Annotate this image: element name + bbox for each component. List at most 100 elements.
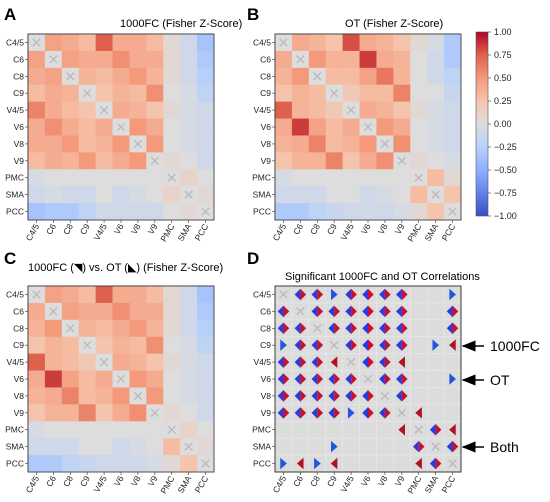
y-tick-label: V6	[14, 122, 25, 132]
heatmap-cell	[61, 50, 80, 69]
panel-label: D	[247, 249, 259, 268]
sig-mark-both-right	[334, 407, 340, 419]
diagonal-x	[32, 290, 41, 299]
diagonal-x	[116, 122, 126, 132]
heatmap-cell	[410, 135, 428, 153]
y-tick-label: V6	[14, 374, 25, 384]
sig-mark-ot	[280, 457, 287, 470]
sig-mark-both-left	[446, 322, 453, 335]
heatmap-cell	[146, 353, 164, 371]
colorbar-tick-label: 0.00	[494, 119, 512, 129]
heatmap-cell	[180, 387, 198, 405]
diagonal-x	[167, 173, 176, 182]
sig-mark-both-left	[396, 339, 402, 351]
heatmap-cell	[197, 421, 215, 439]
sig-mark-both-left	[277, 305, 284, 318]
diagonal-x	[201, 207, 210, 216]
heatmap-cell	[444, 34, 462, 52]
heatmap-cell	[44, 152, 63, 170]
diagonal-x	[184, 442, 193, 451]
heatmap-cell	[427, 84, 445, 103]
heatmap-cell	[112, 404, 130, 422]
heatmap-cell	[197, 67, 215, 86]
x-tick-label: SMA	[422, 474, 440, 495]
sig-mark-both-right	[300, 373, 307, 385]
heatmap-cell	[44, 67, 63, 86]
y-tick-label: SMA	[253, 442, 272, 452]
heatmap-cell	[112, 286, 130, 304]
heatmap-cell	[112, 438, 130, 456]
heatmap-cell	[78, 404, 97, 422]
sig-mark-both-right	[401, 373, 408, 385]
heatmap-cell	[95, 169, 113, 187]
x-tick-label: V8	[376, 222, 390, 236]
heatmap-cell	[376, 84, 394, 103]
sig-mark-both-left	[277, 322, 284, 335]
sig-mark-both-left	[311, 305, 318, 318]
heatmap-cell	[275, 50, 293, 69]
x-tick-label: PCC	[440, 474, 458, 495]
heatmap-cell	[197, 438, 215, 456]
sig-mark-both-left	[345, 390, 352, 402]
sig-mark-both-right	[384, 305, 391, 318]
heatmap-cell	[444, 135, 462, 153]
y-tick-label: SMA	[253, 190, 272, 200]
heatmap-cell	[180, 302, 198, 321]
heatmap-cell	[28, 186, 46, 204]
heatmap-cell	[308, 186, 327, 204]
heatmap-cell	[275, 101, 293, 119]
heatmap-cell	[44, 438, 63, 456]
heatmap-cell	[112, 455, 130, 473]
sig-mark-both-right	[334, 373, 340, 385]
heatmap-cell	[197, 353, 215, 371]
sig-mark-both-right	[283, 322, 290, 335]
heatmap-cell	[112, 101, 130, 119]
heatmap-cell	[95, 370, 113, 388]
colorbar-tick-label: 0.75	[494, 50, 512, 60]
heatmap-cell	[146, 67, 164, 86]
panel-title: OT (Fisher Z-Score)	[345, 18, 443, 30]
heatmap-cell	[44, 404, 63, 422]
sig-mark-ot	[449, 288, 456, 301]
y-tick-label: C6	[260, 306, 271, 316]
x-tick-label: SMA	[175, 222, 193, 243]
heatmap-cell	[393, 203, 411, 221]
heatmap-cell	[146, 336, 164, 355]
sig-mark-both-right	[401, 339, 408, 351]
heatmap-cell	[129, 353, 147, 371]
heatmap-cell	[197, 34, 215, 52]
heatmap-cell	[163, 286, 181, 304]
heatmap-cell	[410, 186, 428, 204]
sig-mark-both-left	[396, 305, 402, 318]
sig-mark-both-right	[351, 288, 357, 301]
heatmap-cell	[163, 118, 181, 136]
diagonal-x	[279, 38, 288, 47]
heatmap-cell	[376, 50, 394, 69]
diagonal-x	[133, 391, 143, 401]
diagonal-x	[330, 89, 339, 98]
heatmap-cell	[427, 34, 445, 52]
colorbar-tick-label: 0.50	[494, 73, 512, 83]
heatmap-cell	[342, 203, 360, 221]
sig-mark-both-right	[401, 322, 408, 335]
heatmap-cell	[359, 186, 377, 204]
heatmap-cell	[427, 67, 445, 86]
x-tick-label: C6	[44, 474, 58, 489]
diagonal-x	[201, 459, 210, 468]
heatmap-cell	[44, 387, 63, 405]
heatmap-cell	[28, 67, 46, 86]
heatmap-cell	[325, 135, 344, 153]
heatmap-cell	[28, 319, 46, 338]
heatmap-cell	[410, 203, 428, 221]
heatmap-cell	[44, 319, 63, 338]
heatmap-cell	[28, 50, 46, 69]
y-tick-label: V9	[261, 408, 272, 418]
sig-mark-both-right	[351, 322, 357, 335]
x-tick-label: V4/5	[91, 222, 109, 242]
sig-mark-both-right	[368, 407, 374, 419]
sig-mark-both-right	[351, 373, 357, 385]
heatmap-cell	[180, 169, 198, 187]
diagonal-x	[150, 408, 159, 417]
heatmap-cell	[197, 169, 215, 187]
heatmap-cell	[180, 319, 198, 338]
